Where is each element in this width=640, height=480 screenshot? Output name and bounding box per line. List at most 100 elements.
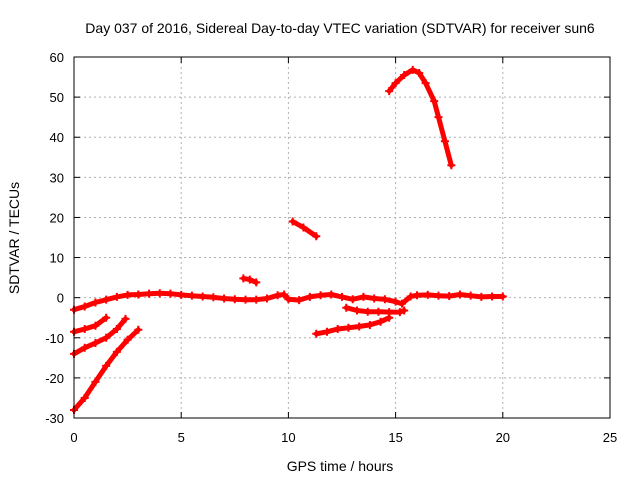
data-point [333,324,342,333]
data-point [355,322,364,331]
data-point [455,290,464,299]
data-point [363,307,372,316]
data-point [230,295,239,304]
data-point [102,295,111,304]
series-track-rising-from-minus-28 [70,325,143,414]
data-point [123,335,132,344]
y-tick-label: 40 [50,130,64,145]
data-point [121,314,130,323]
data-point [316,291,325,300]
data-point [312,232,321,241]
data-point [348,295,357,304]
chart-title: Day 037 of 2016, Sidereal Day-to-day VTE… [85,20,595,36]
y-tick-label: 0 [57,291,64,306]
data-point [112,292,121,301]
data-point [398,299,407,308]
data-point [252,278,261,287]
data-point [252,295,261,304]
data-point [145,289,154,298]
data-point [284,295,293,304]
data-point [440,137,449,146]
data-point [445,292,454,301]
data-point [391,297,400,306]
data-point [280,290,289,299]
x-tick-label: 0 [70,430,77,445]
series-track-lower-minus-3 [342,303,409,317]
series-track-peak-near-16h [385,65,456,170]
data-point [295,296,304,305]
data-point [123,290,132,299]
y-tick-label: -10 [45,331,64,346]
data-point [239,274,248,283]
data-point [80,324,89,333]
data-point [91,321,100,330]
data-point [359,292,368,301]
data-point [288,217,297,226]
data-point [80,343,89,352]
data-point [91,338,100,347]
data-point [385,87,394,96]
y-tick-label: 30 [50,170,64,185]
data-point [338,292,346,301]
data-point [376,317,385,326]
data-point [374,307,383,316]
data-point [241,295,250,304]
y-tick-label: 60 [50,50,64,65]
data-point [434,113,443,122]
data-point [198,292,207,301]
y-tick-label: 10 [50,251,64,266]
data-point [380,295,389,304]
data-point [423,290,432,299]
data-point [112,324,121,333]
data-point [312,329,321,338]
y-axis-label: SDTVAR / TECUs [6,182,22,294]
data-point [155,289,164,298]
series-line [386,67,454,168]
plot-frame [73,56,611,419]
data-point [477,292,486,301]
data-point [134,290,143,299]
data-point [488,292,497,301]
data-point [220,294,229,303]
data-point [299,223,308,232]
data-point [408,65,417,74]
x-tick-label: 10 [281,430,295,445]
data-point [91,377,100,386]
data-point [80,302,89,311]
data-point [80,393,89,402]
data-point [342,303,351,312]
data-point [187,291,196,300]
series-track-lower-minus-9 [312,313,394,338]
data-point [385,308,394,317]
y-tick-label: -20 [45,371,64,386]
x-tick-label: 5 [178,430,185,445]
x-axis-label: GPS time / hours [287,458,394,474]
data-point [327,290,336,299]
data-point [91,298,100,307]
data-point [395,308,404,317]
data-point [102,361,111,370]
data-point [102,313,111,322]
data-point [344,323,353,332]
data-point [400,71,409,80]
data-point [498,292,507,301]
data-point [466,291,475,300]
data-point [134,325,143,334]
data-point [413,291,422,300]
data-point [177,290,186,299]
data-point [430,97,439,106]
data-point [322,327,331,336]
series-track-short-near-8h [239,274,261,287]
data-point [406,292,415,301]
series-track-main-near-zero [70,289,507,314]
data-point [365,320,374,329]
data-point [305,292,314,301]
data-point [102,333,111,342]
data-point [447,161,456,170]
chart-grid [74,57,610,418]
data-point [353,306,362,315]
x-tick-label: 25 [603,430,617,445]
series-track-descending-near-10h [288,217,321,241]
